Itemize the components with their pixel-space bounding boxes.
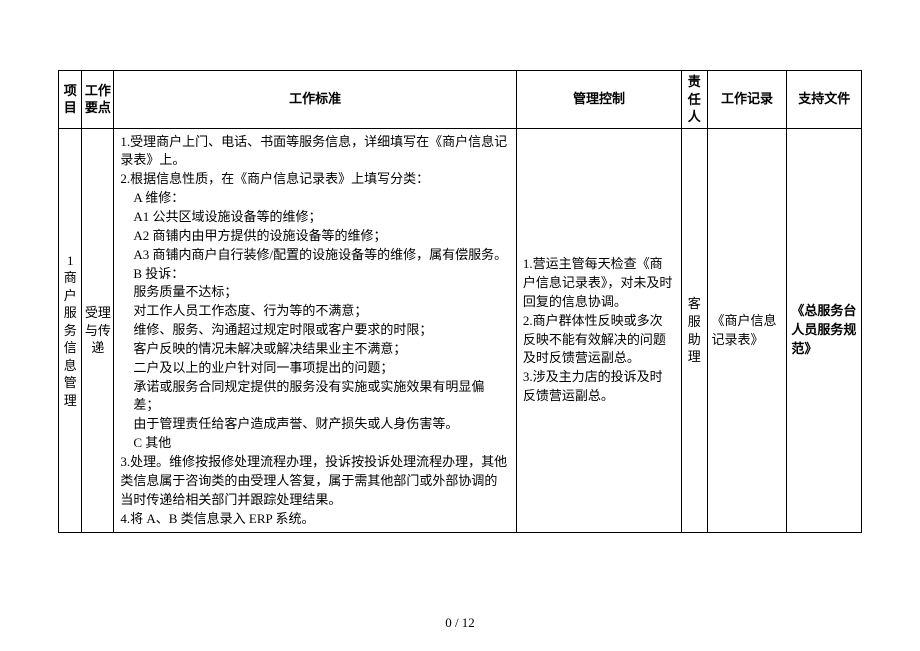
col-header-record: 工作记录 (707, 71, 787, 129)
std-line: A3 商铺内商户自行装修/配置的设施设备等的维修，属有偿服务。 (120, 246, 510, 265)
ctrl-line: 1.营运主管每天检查《商户信息记录表》，对未及时回复的信息协调。 (523, 255, 675, 312)
col-header-support: 支持文件 (787, 71, 862, 129)
std-line: 4.将 A、B 类信息录入 ERP 系统。 (120, 510, 510, 529)
std-line: 2.根据信息性质，在《商户信息记录表》上填写分类： (120, 170, 510, 189)
std-line: 对工作人员工作态度、行为等的不满意； (120, 302, 510, 321)
std-line: B 投诉： (120, 265, 510, 284)
main-table: 项目 工作要点 工作标准 管理控制 责任人 工作记录 支持文件 1 商户服务信息… (58, 70, 862, 533)
std-line: C 其他 (120, 434, 510, 453)
project-name: 商户服务信息管理 (64, 270, 77, 408)
col-header-standard: 工作标准 (114, 71, 517, 129)
std-line: 承诺或服务合同规定提供的服务没有实施或实施效果有明显偏差； (120, 378, 510, 416)
col-header-project: 项目 (59, 71, 82, 129)
col-header-control: 管理控制 (516, 71, 681, 129)
cell-control: 1.营运主管每天检查《商户信息记录表》，对未及时回复的信息协调。 2.商户群体性… (516, 128, 681, 533)
cell-owner: 客服助理 (681, 128, 707, 533)
std-line: 服务质量不达标； (120, 283, 510, 302)
ctrl-line: 2.商户群体性反映或多次反映不能有效解决的问题及时反馈营运副总。 (523, 312, 675, 369)
col-header-keypoint: 工作要点 (82, 71, 114, 129)
table-row: 1 商户服务信息管理 受理与传递 1.受理商户上门、电话、书面等服务信息，详细填… (59, 128, 862, 533)
col-header-owner: 责任人 (681, 71, 707, 129)
std-line: 二户及以上的业户针对同一事项提出的问题； (120, 359, 510, 378)
std-line: A 维修： (120, 189, 510, 208)
page-footer: 0 / 12 (0, 615, 920, 631)
std-line: 维修、服务、沟通超过规定时限或客户要求的时限； (120, 321, 510, 340)
ctrl-line: 3.涉及主力店的投诉及时反馈营运副总。 (523, 368, 675, 406)
std-line: 由于管理责任给客户造成声誉、财产损失或人身伤害等。 (120, 415, 510, 434)
cell-keypoint: 受理与传递 (82, 128, 114, 533)
cell-project: 1 商户服务信息管理 (59, 128, 82, 533)
cell-support: 《总服务台人员服务规范》 (787, 128, 862, 533)
cell-record: 《商户信息记录表》 (707, 128, 787, 533)
std-line: 1.受理商户上门、电话、书面等服务信息，详细填写在《商户信息记录表》上。 (120, 133, 510, 171)
std-line: 客户反映的情况未解决或解决结果业主不满意； (120, 340, 510, 359)
std-line: 3.处理。维修按报修处理流程办理，投诉按投诉处理流程办理，其他类信息属于咨询类的… (120, 453, 510, 510)
project-num: 1 (67, 253, 74, 268)
std-line: A1 公共区域设施设备等的维修； (120, 208, 510, 227)
cell-standard: 1.受理商户上门、电话、书面等服务信息，详细填写在《商户信息记录表》上。 2.根… (114, 128, 517, 533)
header-row: 项目 工作要点 工作标准 管理控制 责任人 工作记录 支持文件 (59, 71, 862, 129)
std-line: A2 商铺内由甲方提供的设施设备等的维修； (120, 227, 510, 246)
document-page: 项目 工作要点 工作标准 管理控制 责任人 工作记录 支持文件 1 商户服务信息… (0, 0, 920, 563)
